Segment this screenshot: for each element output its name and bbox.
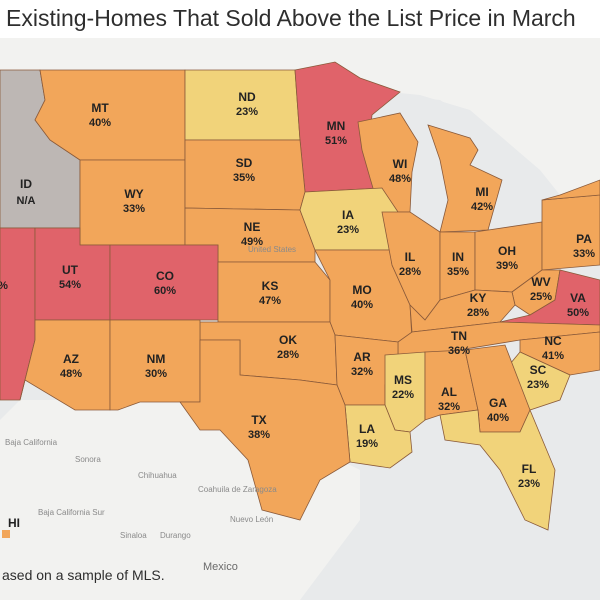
label-ok-abbr: OK [279, 333, 297, 347]
state-nc[interactable] [519, 331, 600, 376]
label-mt-abbr: MT [91, 101, 109, 115]
label-united-states: United States [248, 245, 296, 254]
label-tx-abbr: TX [251, 413, 266, 427]
label-nv-value: % [0, 280, 8, 292]
label-mn-value: 51% [325, 135, 347, 147]
label-tx-value: 38% [248, 429, 270, 441]
label-mi-abbr: MI [475, 185, 488, 199]
label-mt-value: 40% [89, 117, 111, 129]
label-ne-value: 49% [241, 236, 263, 248]
label-sc-abbr: SC [530, 363, 547, 377]
label-al-abbr: AL [441, 385, 457, 399]
state-fl[interactable] [439, 408, 556, 531]
label-co-value: 60% [154, 285, 176, 297]
label-az-value: 48% [60, 368, 82, 380]
basemap-labels: United States Baja California Sonora Chi… [5, 245, 296, 573]
state-mi[interactable] [427, 124, 503, 233]
label-id-abbr: ID [20, 177, 32, 191]
label-il-abbr: IL [405, 250, 416, 264]
label-mo-abbr: MO [352, 283, 371, 297]
states-layer [0, 61, 600, 531]
label-ar-value: 32% [351, 366, 373, 378]
label-mo-value: 40% [351, 299, 373, 311]
label-ia-abbr: IA [342, 208, 354, 222]
label-va-value: 50% [567, 307, 589, 319]
label-il-value: 28% [399, 266, 421, 278]
label-oh-value: 39% [496, 260, 518, 272]
mexico-land [0, 400, 360, 600]
label-ok-value: 28% [277, 349, 299, 361]
label-sonora: Sonora [75, 455, 101, 464]
state-va[interactable] [499, 269, 600, 326]
label-nc-abbr: NC [544, 334, 562, 348]
state-nm[interactable] [109, 319, 201, 411]
label-la-abbr: LA [359, 422, 375, 436]
label-sd-value: 35% [233, 172, 255, 184]
label-ia-value: 23% [337, 224, 359, 236]
label-nd-value: 23% [236, 106, 258, 118]
label-nc-value: 41% [542, 350, 564, 362]
map-title: Existing-Homes That Sold Above the List … [0, 0, 600, 38]
label-mi-value: 42% [471, 201, 493, 213]
label-baja-california: Baja California [5, 438, 58, 447]
lake-superior [395, 95, 470, 130]
canada-land [0, 38, 600, 195]
label-al-value: 32% [438, 401, 460, 413]
label-ky-value: 28% [467, 307, 489, 319]
state-labels: MT 40% ND 23% MN 51% ID N/A WY 33% SD 35… [0, 90, 595, 490]
label-nm-value: 30% [145, 368, 167, 380]
label-mexico: Mexico [203, 561, 238, 573]
state-hi[interactable] [2, 530, 10, 538]
label-in-value: 35% [447, 266, 469, 278]
label-ar-abbr: AR [353, 350, 371, 364]
label-coahuila: Coahuila de Zaragoza [198, 485, 277, 494]
label-tn-value: 36% [448, 345, 470, 357]
state-la[interactable] [344, 404, 413, 469]
label-ut-value: 54% [59, 279, 81, 291]
label-tn-abbr: TN [451, 329, 467, 343]
us-choropleth-map[interactable]: United States Baja California Sonora Chi… [0, 38, 600, 600]
label-ne-abbr: NE [244, 220, 261, 234]
label-pa-abbr: PA [576, 232, 592, 246]
label-wv-abbr: WV [531, 275, 550, 289]
label-id-value: N/A [17, 195, 36, 207]
label-nuevo-leon: Nuevo León [230, 515, 273, 524]
label-ks-abbr: KS [262, 279, 279, 293]
label-la-value: 19% [356, 438, 378, 450]
label-durango: Durango [160, 531, 191, 540]
label-wy-value: 33% [123, 203, 145, 215]
label-ga-abbr: GA [489, 396, 507, 410]
label-chihuahua: Chihuahua [138, 471, 177, 480]
label-pa-value: 33% [573, 248, 595, 260]
label-ut-abbr: UT [62, 263, 79, 277]
label-ms-value: 22% [392, 389, 414, 401]
label-wy-abbr: WY [124, 187, 143, 201]
footnote: ased on a sample of MLS. [2, 567, 165, 583]
label-sc-value: 23% [527, 379, 549, 391]
label-wi-abbr: WI [393, 157, 408, 171]
label-wv-value: 25% [530, 291, 552, 303]
label-sinaloa: Sinaloa [120, 531, 147, 540]
label-nm-abbr: NM [147, 352, 166, 366]
label-sd-abbr: SD [236, 156, 253, 170]
state-tx[interactable] [179, 339, 351, 521]
label-ms-abbr: MS [394, 373, 412, 387]
label-fl-abbr: FL [522, 462, 537, 476]
label-ks-value: 47% [259, 295, 281, 307]
label-wi-value: 48% [389, 173, 411, 185]
label-oh-abbr: OH [498, 244, 516, 258]
label-ky-abbr: KY [470, 291, 487, 305]
label-in-abbr: IN [452, 250, 464, 264]
state-nd[interactable] [184, 69, 301, 141]
label-ga-value: 40% [487, 412, 509, 424]
state-ny-partial[interactable] [541, 179, 600, 201]
label-nd-abbr: ND [238, 90, 256, 104]
label-va-abbr: VA [570, 291, 586, 305]
label-baja-california-sur: Baja California Sur [38, 508, 105, 517]
label-fl-value: 23% [518, 478, 540, 490]
label-mn-abbr: MN [327, 119, 346, 133]
label-hi: HI [8, 516, 20, 530]
label-co-abbr: CO [156, 269, 174, 283]
label-az-abbr: AZ [63, 352, 79, 366]
